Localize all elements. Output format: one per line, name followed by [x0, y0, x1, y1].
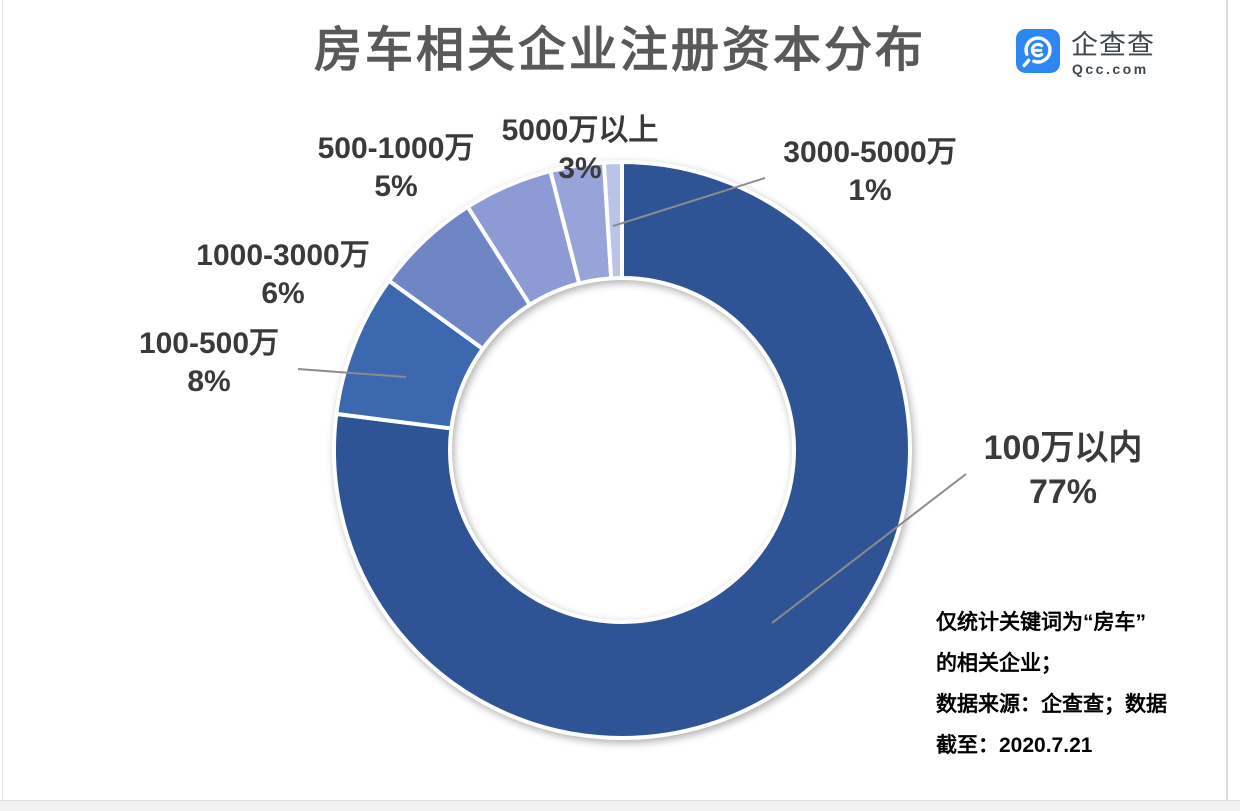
- page-left-edge-line: [2, 0, 3, 811]
- brand-name: 企查查: [1071, 30, 1155, 60]
- qcc-logo-icon: [1016, 29, 1060, 73]
- leader-line-100-500万: [297, 368, 407, 378]
- page-title: 房车相关企业注册资本分布: [313, 24, 926, 77]
- footnote-line: 数据来源：企查查；数据: [936, 693, 1167, 716]
- footnote-line: 仅统计关键词为“房车”: [936, 611, 1146, 634]
- page-bottom-strip: [0, 800, 1240, 811]
- footnote-line: 截至：2020.7.21: [936, 734, 1093, 757]
- donut-slice-100万以内: [332, 160, 912, 740]
- leader-line-3000-5000万: [612, 177, 766, 227]
- brand-domain: Qcc.com: [1072, 61, 1149, 77]
- brand-logo: 企查查 Qcc.com: [1016, 29, 1216, 79]
- leader-line-100万以内: [771, 473, 967, 624]
- footnote-line: 的相关企业；: [936, 652, 1062, 675]
- donut-slice-3000-5000万: [601, 160, 624, 281]
- leader-lines: [297, 177, 967, 624]
- footnote: 仅统计关键词为“房车” 的相关企业； 数据来源：企查查；数据 截至：2020.7…: [936, 602, 1167, 766]
- page-right-edge-line: [1226, 0, 1228, 811]
